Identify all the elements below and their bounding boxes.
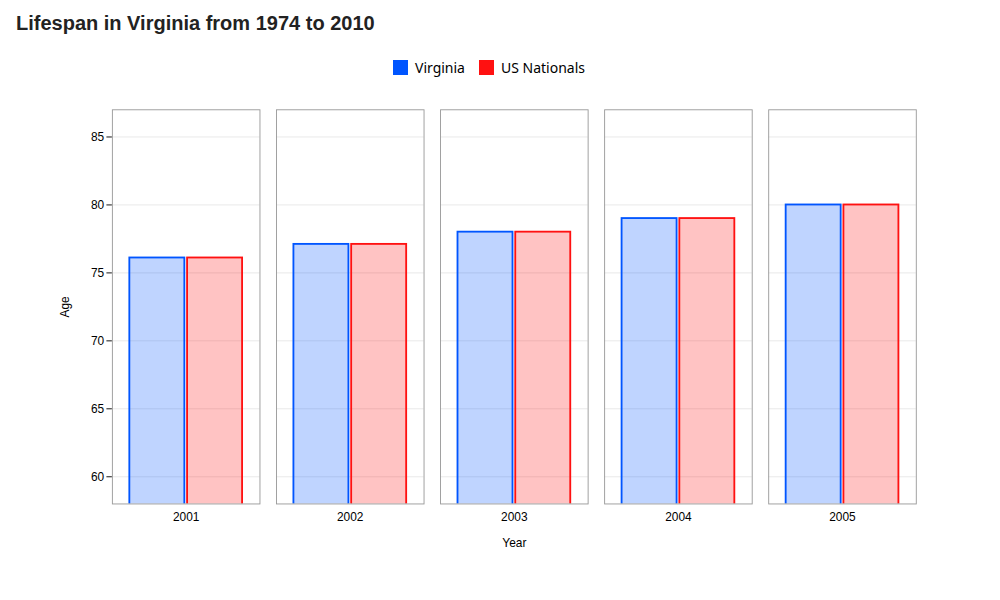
svg-text:2003: 2003 (501, 510, 528, 524)
svg-text:80: 80 (91, 198, 105, 212)
html-text:US Nationals: US Nationals (501, 58, 585, 77)
svg-text:85: 85 (91, 130, 105, 144)
svg-text:60: 60 (91, 470, 105, 484)
svg-text:70: 70 (91, 334, 105, 348)
html-text:Virginia: Virginia (415, 58, 465, 77)
svg-text:75: 75 (91, 266, 105, 280)
svg-text:Year: Year (502, 536, 526, 549)
svg-text:Age: Age (58, 296, 72, 318)
svg-text:2004: 2004 (665, 510, 692, 524)
html-text:Lifespan in Virginia from 1974: Lifespan in Virginia from 1974 to 2010 (16, 12, 375, 34)
svg-text:65: 65 (91, 402, 105, 416)
svg-text:2005: 2005 (829, 510, 856, 524)
svg-text:2001: 2001 (173, 510, 200, 524)
svg-text:2002: 2002 (337, 510, 364, 524)
